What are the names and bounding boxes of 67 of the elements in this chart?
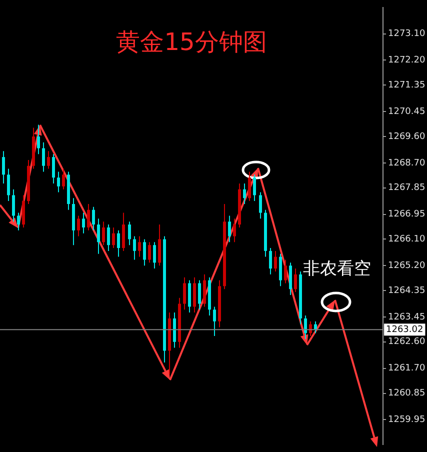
- candlestick: [143, 238, 146, 266]
- candlestick: [188, 280, 191, 314]
- candlestick: [228, 215, 231, 243]
- candlestick: [269, 248, 272, 275]
- candlestick: [97, 218, 100, 254]
- annotation: 非农看空: [303, 258, 371, 280]
- candlestick: [243, 182, 246, 204]
- candlestick: [213, 306, 216, 337]
- y-tick-label: 1266.95: [388, 210, 426, 220]
- candlestick: [87, 203, 90, 231]
- y-tick-label: 1266.10: [388, 234, 426, 245]
- candlestick: [253, 174, 256, 202]
- candlestick: [77, 215, 80, 237]
- candlestick: [2, 150, 5, 184]
- candlestick: [173, 312, 176, 348]
- candlestick: [17, 212, 20, 231]
- candlestick: [148, 242, 151, 264]
- candlestick: [117, 230, 120, 258]
- candlestick: [193, 276, 196, 314]
- candlestick: [259, 192, 262, 220]
- candlestick: [122, 212, 125, 252]
- candlestick: [158, 224, 161, 266]
- candlestick: [22, 194, 25, 228]
- y-tick-label: 1264.35: [388, 286, 426, 296]
- y-tick-label: 1272.20: [388, 56, 426, 66]
- candlestick: [57, 171, 60, 193]
- y-tick-label: 1261.70: [388, 364, 426, 374]
- candlestick: [294, 268, 297, 293]
- candlestick: [52, 154, 55, 184]
- candlestick: [274, 250, 277, 272]
- candlestick: [233, 218, 236, 243]
- candlestick: [183, 276, 186, 310]
- y-tick-label: 1270.45: [388, 106, 426, 117]
- ref-line-label: 1263.02: [386, 324, 424, 335]
- candlestick: [198, 280, 201, 310]
- y-tick-label: 1262.60: [388, 337, 426, 348]
- candlestick: [248, 171, 251, 202]
- candlestick: [304, 314, 307, 340]
- y-tick-label: 1273.10: [388, 29, 426, 40]
- y-tick-label: 1263.45: [388, 312, 426, 322]
- candlestick: [138, 236, 141, 258]
- y-tick-label: 1269.60: [388, 132, 426, 142]
- candlestick: [203, 274, 206, 308]
- candlestick: [107, 224, 110, 252]
- text: 黄金15分钟图: [115, 27, 268, 58]
- candlestick: [62, 168, 65, 190]
- candlestick: [12, 188, 15, 222]
- candlestick: [279, 253, 282, 287]
- candlestick: [102, 221, 105, 246]
- y-tick-label: 1259.95: [388, 415, 426, 426]
- candlestick: [112, 226, 115, 249]
- y-tick-label: 1271.35: [388, 80, 426, 90]
- candlestick: [153, 242, 156, 270]
- candlestick: [42, 142, 45, 172]
- candlestick: [47, 150, 50, 170]
- candlestick: [128, 221, 131, 246]
- candlestick: [289, 262, 292, 296]
- candlestick: [82, 212, 85, 234]
- candlestick: [284, 259, 287, 284]
- y-tick-label: 1260.85: [388, 388, 426, 399]
- candlestick: [7, 168, 10, 202]
- y-tick-label: 1268.70: [388, 158, 426, 168]
- y-tick-label: 1265.20: [388, 260, 426, 271]
- candlestick: [133, 236, 136, 260]
- candlestick: [37, 124, 40, 155]
- y-tick-label: 1267.85: [388, 183, 426, 194]
- candlestick: [92, 206, 95, 231]
